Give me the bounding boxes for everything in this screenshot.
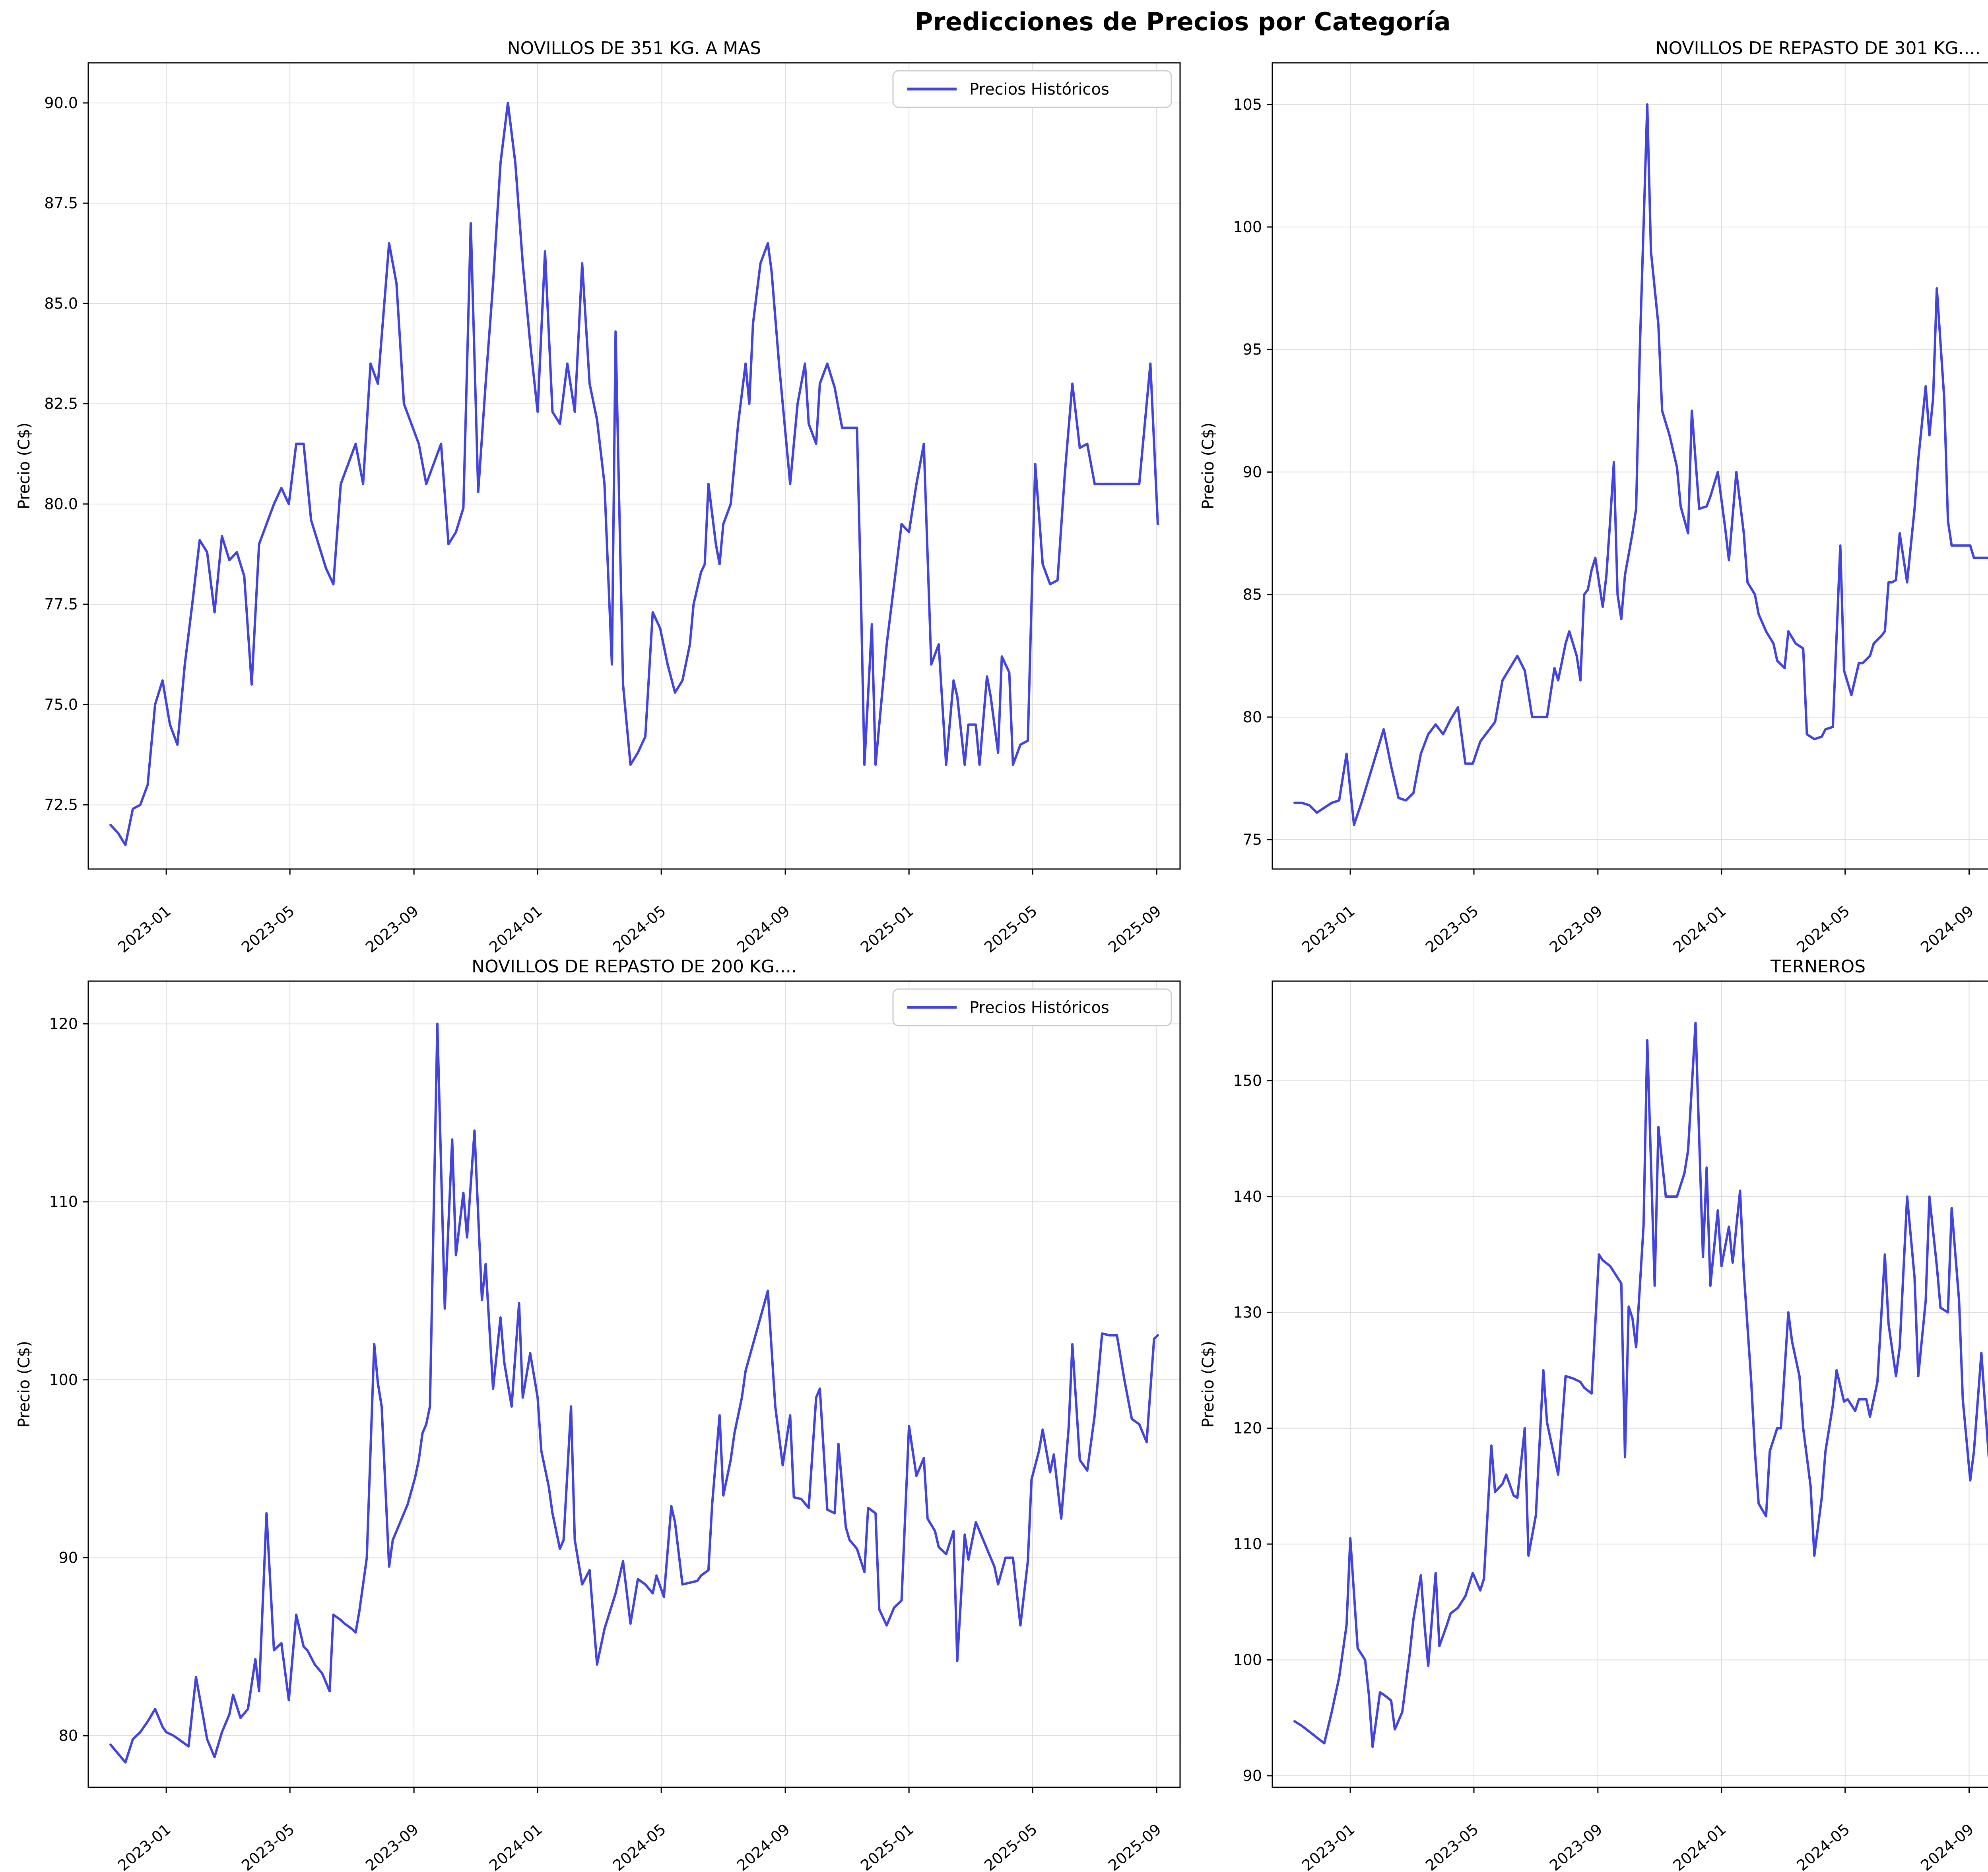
chart-1: 75 80 85 90 95 100 105 2023-01 2023-05 2023-09 202… — [1199, 38, 1988, 956]
legend: Precios Históricos — [892, 70, 1172, 108]
y-tick-label: 85 — [1243, 586, 1262, 603]
x-tick-label: 2023-05 — [1422, 902, 1482, 956]
x-tick-label: 2023-05 — [1422, 1820, 1482, 1872]
price-history-line — [109, 101, 1159, 846]
x-tick-label: 2024-01 — [486, 902, 546, 956]
y-tick-label: 80.0 — [44, 495, 78, 513]
price-history-line — [109, 1022, 1159, 1764]
x-tick-label: 2024-05 — [610, 902, 669, 956]
y-axis-label: Precio (C$) — [1199, 423, 1217, 509]
x-tick-label: 2024-09 — [734, 902, 793, 956]
y-tick-label: 90.0 — [44, 94, 78, 112]
y-tick-label: 90 — [1243, 463, 1262, 481]
axes-spine — [1272, 980, 1988, 1788]
x-tick-label: 2023-01 — [1299, 902, 1358, 956]
y-tick-label: 90 — [1243, 1767, 1262, 1785]
legend: Precios Históricos — [892, 988, 1172, 1026]
y-tick-label: 90 — [59, 1549, 78, 1566]
x-tick-label: 2023-01 — [1299, 1820, 1358, 1872]
x-tick-label: 2024-05 — [1794, 902, 1853, 956]
x-tick-label: 2024-01 — [1670, 1820, 1730, 1872]
price-history-line — [1293, 1021, 1988, 1748]
y-tick-label: 80 — [59, 1727, 78, 1744]
x-tick-label: 2025-01 — [857, 1820, 917, 1872]
chart-title: TERNEROS — [1770, 956, 1866, 977]
y-tick-label: 82.5 — [44, 395, 78, 413]
y-tick-label: 100 — [1233, 1651, 1262, 1668]
chart-0: 72.5 75.0 77.5 80.0 82.5 85.0 87.5 90.0 2023-01 2… — [15, 38, 1181, 956]
chart-title: NOVILLOS DE REPASTO DE 200 KG.... — [472, 956, 797, 977]
chart-title: NOVILLOS DE REPASTO DE 301 KG.... — [1656, 38, 1981, 58]
y-tick-label: 100 — [1233, 218, 1262, 236]
y-tick-label: 95 — [1243, 341, 1262, 358]
y-axis-label: Precio (C$) — [15, 1341, 33, 1428]
x-tick-label: 2025-05 — [981, 1820, 1041, 1872]
legend-label: Precios Históricos — [969, 999, 1109, 1017]
legend-label: Precios Históricos — [969, 80, 1109, 99]
x-tick-label: 2024-01 — [486, 1820, 546, 1872]
x-tick-label: 2023-01 — [115, 902, 174, 956]
y-tick-label: 130 — [1233, 1304, 1262, 1321]
x-tick-label: 2025-09 — [1105, 1820, 1165, 1872]
axes-spine — [87, 980, 1181, 1788]
legend-box — [892, 988, 1172, 1026]
x-tick-label: 2023-05 — [238, 902, 298, 956]
axes-spine — [1272, 62, 1988, 870]
y-tick-label: 120 — [1233, 1420, 1262, 1437]
x-tick-label: 2024-09 — [1917, 902, 1977, 956]
figure-title: Predicciones de Precios por Categoría — [914, 7, 1451, 36]
y-tick-label: 100 — [49, 1371, 78, 1389]
legend-box — [892, 70, 1172, 108]
x-tick-label: 2023-09 — [1546, 1820, 1606, 1872]
x-tick-label: 2023-09 — [362, 902, 422, 956]
x-tick-label: 2024-05 — [610, 1820, 669, 1872]
x-tick-label: 2025-05 — [981, 902, 1041, 956]
y-tick-label: 87.5 — [44, 194, 78, 212]
y-tick-label: 85.0 — [44, 295, 78, 312]
x-tick-label: 2024-09 — [734, 1820, 793, 1872]
x-tick-label: 2023-09 — [362, 1820, 422, 1872]
y-tick-label: 110 — [49, 1193, 78, 1210]
x-tick-label: 2025-01 — [857, 902, 917, 956]
chart-2: 80 90 100 110 120 2023-01 2023-05 2023-09 2024-0… — [15, 956, 1181, 1872]
x-tick-label: 2024-05 — [1794, 1820, 1853, 1872]
y-tick-label: 75 — [1243, 831, 1262, 848]
chart-title: NOVILLOS DE 351 KG. A MAS — [507, 38, 761, 58]
y-axis-label: Precio (C$) — [15, 423, 33, 509]
y-tick-label: 77.5 — [44, 596, 78, 613]
y-tick-label: 150 — [1233, 1072, 1262, 1090]
y-tick-label: 105 — [1233, 96, 1262, 113]
x-tick-label: 2023-09 — [1546, 902, 1606, 956]
x-tick-label: 2023-05 — [238, 1820, 298, 1872]
y-tick-label: 72.5 — [44, 796, 78, 814]
y-tick-label: 110 — [1233, 1535, 1262, 1553]
chart-3: 90 100 110 120 130 140 150 2023-01 2023-05 2023-0… — [1199, 956, 1988, 1872]
price-history-line — [1293, 103, 1988, 826]
y-tick-label: 80 — [1243, 708, 1262, 726]
x-tick-label: 2024-09 — [1917, 1820, 1977, 1872]
x-tick-label: 2025-09 — [1105, 902, 1165, 956]
y-axis-label: Precio (C$) — [1199, 1341, 1217, 1428]
y-tick-label: 140 — [1233, 1188, 1262, 1205]
y-tick-label: 120 — [49, 1015, 78, 1032]
x-tick-label: 2024-01 — [1670, 902, 1730, 956]
y-tick-label: 75.0 — [44, 696, 78, 713]
x-tick-label: 2023-01 — [115, 1820, 174, 1872]
axes-spine — [87, 62, 1181, 870]
